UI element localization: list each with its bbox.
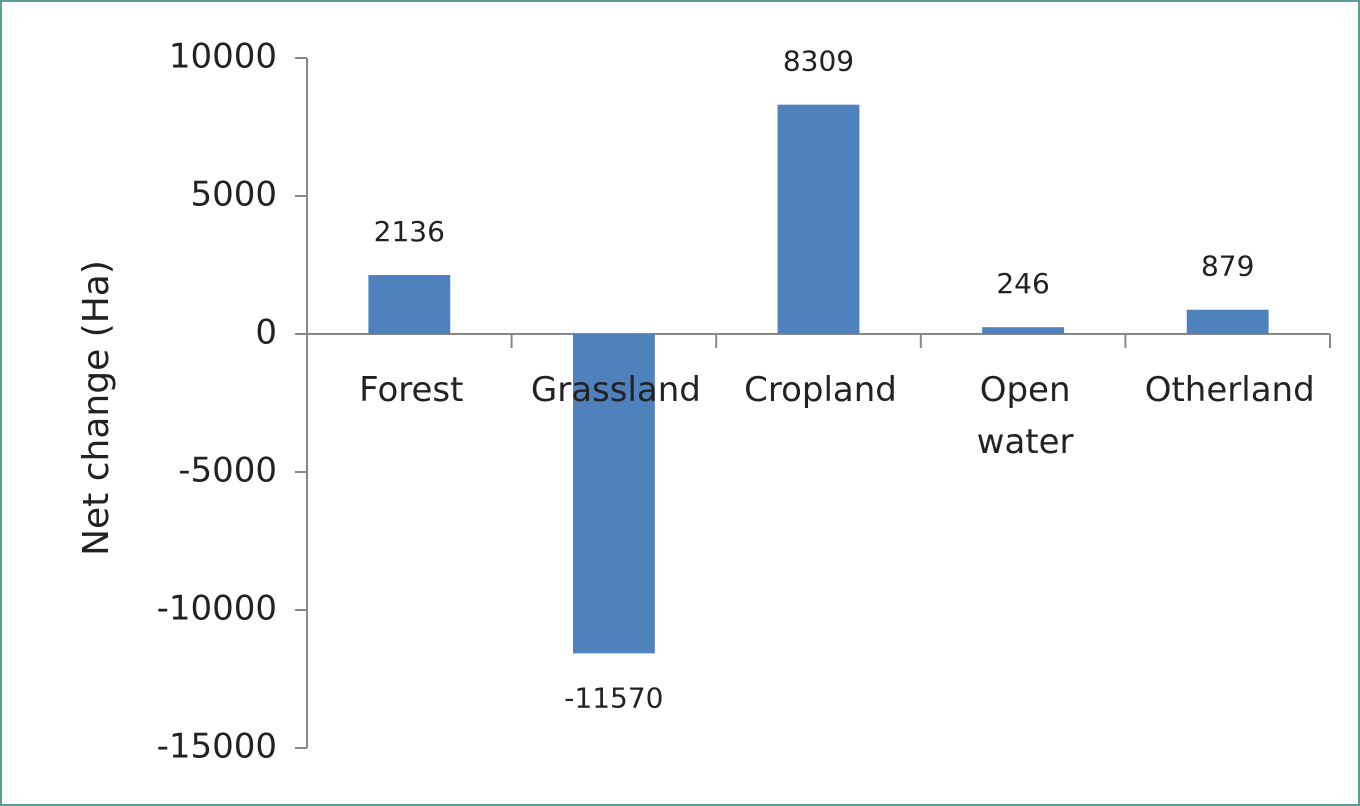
value-label: 2136 <box>374 215 445 248</box>
x-tick-label: Grassland <box>530 370 701 410</box>
x-tick-label: Forest <box>359 370 464 410</box>
bar <box>368 275 451 334</box>
y-tick-label: -15000 <box>157 727 277 767</box>
y-axis-title: Net change (Ha) <box>76 260 117 556</box>
bar <box>982 327 1065 334</box>
y-tick-label: 0 <box>255 313 277 353</box>
bar <box>572 334 655 654</box>
value-label: 8309 <box>783 45 854 78</box>
y-tick-label: -10000 <box>157 589 277 629</box>
y-tick-label: 10000 <box>169 37 277 77</box>
value-label: -11570 <box>564 681 663 714</box>
x-tick-label: Cropland <box>744 370 897 410</box>
value-label: 879 <box>1201 250 1254 283</box>
x-tick-label: Open water <box>976 370 1074 462</box>
value-label: 246 <box>996 267 1049 300</box>
y-tick-label: -5000 <box>178 451 277 491</box>
bar <box>777 104 860 334</box>
x-tick-label: Otherland <box>1144 370 1315 410</box>
y-tick-label: 5000 <box>190 175 277 215</box>
bar <box>1186 309 1269 334</box>
